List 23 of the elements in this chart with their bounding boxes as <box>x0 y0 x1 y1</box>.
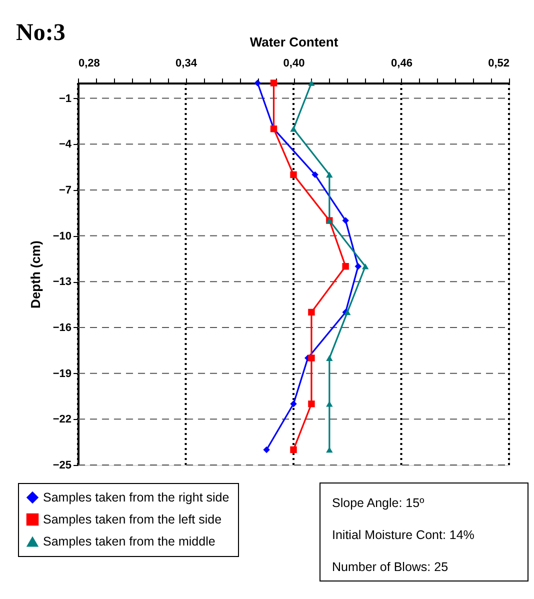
y-tick-label: −4 <box>58 138 72 151</box>
x-tick-label: 0,28 <box>78 58 100 70</box>
y-tick-label: −13 <box>52 276 72 288</box>
x-tick-label: 0,52 <box>488 58 510 70</box>
legend-label: Samples taken from the middle <box>43 534 216 548</box>
y-tick-label: −7 <box>58 184 72 196</box>
x-tick-label: 0,46 <box>391 58 412 70</box>
x-axis-title: Water Content <box>250 34 339 50</box>
y-tick-label: −16 <box>52 322 72 334</box>
x-tick-label: 0,34 <box>176 58 198 70</box>
y-axis-title: Depth (cm) <box>28 240 43 308</box>
y-tick-label: −1 <box>58 92 72 105</box>
text: Number of Blows: 25 <box>332 560 448 574</box>
y-tick-label: −10 <box>52 230 72 242</box>
y-tick-label: −22 <box>52 414 72 426</box>
y-tick-label: −25 <box>52 460 72 472</box>
legend-label: Samples taken from the left side <box>43 512 222 526</box>
text: Initial Moisture Cont: 14% <box>332 528 474 542</box>
x-tick-label: 0,40 <box>283 58 305 70</box>
y-tick-label: −19 <box>52 368 72 380</box>
legend-label: Samples taken from the right side <box>43 490 230 504</box>
text: Slope Angle: 15º <box>332 496 425 510</box>
chart-title: No:3 <box>16 20 66 46</box>
